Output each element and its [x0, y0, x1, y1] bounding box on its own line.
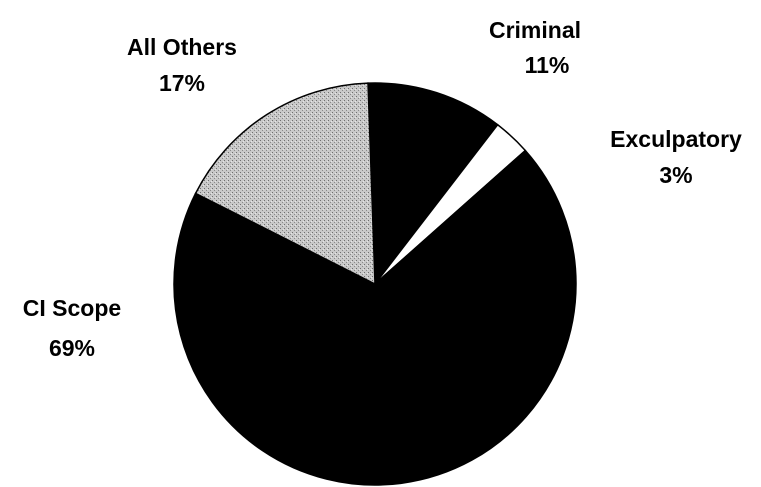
pie-slice-ci-scope — [173, 149, 577, 486]
label-all-others-name: All Others — [127, 34, 237, 60]
label-exculpatory-value: 3% — [659, 162, 692, 188]
pie-slice-all-others — [194, 82, 376, 286]
label-criminal-name: Criminal — [489, 17, 581, 43]
label-exculpatory-name: Exculpatory — [610, 126, 742, 152]
pie-slice-criminal — [367, 82, 499, 287]
label-ci-scope-name: CI Scope — [23, 295, 121, 321]
label-ci-scope-value: 69% — [49, 335, 95, 361]
label-all-others-value: 17% — [159, 70, 205, 96]
label-criminal-value: 11% — [525, 52, 570, 78]
pie-slices — [173, 82, 577, 486]
